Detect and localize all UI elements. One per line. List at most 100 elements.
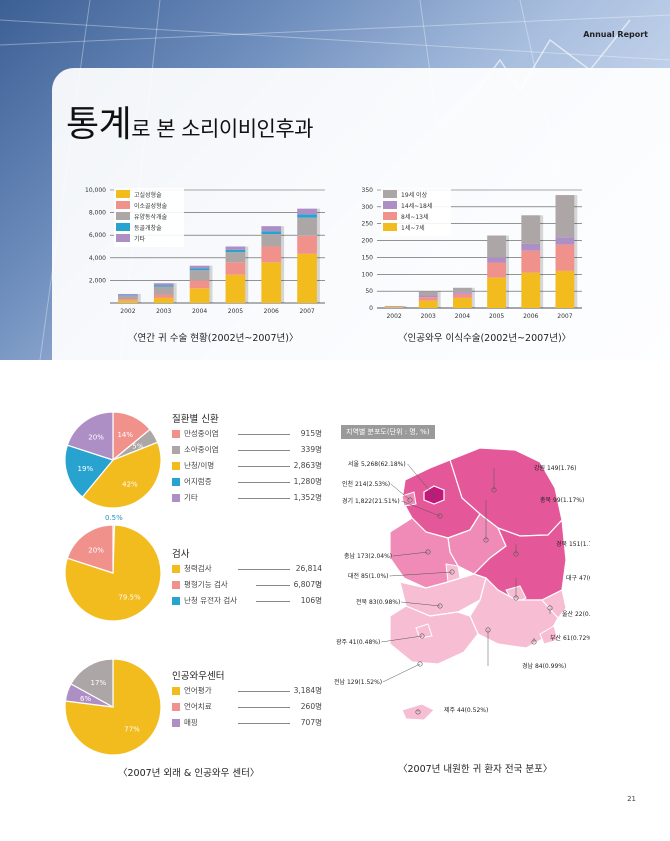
bar-segment: [418, 297, 438, 301]
leader-line: [238, 434, 290, 435]
legend-swatch: [172, 494, 180, 502]
pie-slice-label: 79.5%: [118, 594, 141, 602]
region-label: 전남 129(1.52%): [334, 678, 382, 686]
legend-row: 어지럼증 1,280명: [172, 474, 322, 490]
pie-slice-label: 20%: [88, 547, 104, 555]
legend-swatch: [172, 687, 180, 695]
pie-slice: [70, 658, 114, 709]
legend-swatch: [383, 201, 397, 209]
y-tick-label: 300: [362, 204, 374, 211]
legend-label: 유양동삭개술: [134, 213, 168, 221]
legend-value: 106명: [300, 596, 322, 605]
annual-report-label: Annual Report: [583, 30, 648, 39]
callout-line: [381, 635, 423, 643]
pie-slice: [66, 524, 114, 574]
legend-swatch: [116, 201, 130, 209]
bar-segment: [225, 262, 246, 275]
y-tick-label: 350: [362, 187, 374, 194]
bar-shadow: [471, 287, 475, 308]
new-patients-pie: 14% 5% 42% 19% 20%: [64, 411, 162, 509]
legend-row: 소아중이염 339명: [172, 442, 322, 458]
leader-line: [238, 498, 290, 499]
legend-value: 3,184명: [293, 686, 322, 695]
bar-segment: [189, 270, 210, 281]
x-tick-label: 2005: [228, 308, 243, 315]
region-marker: [425, 549, 431, 555]
new-patients-legend: 만성중이염 915명 소아중이염 339명 난청/이명 2,863명 어지럼증 1,280명 기…: [172, 426, 322, 506]
bar-shadow: [245, 246, 249, 303]
legend-swatch: [116, 223, 130, 231]
bar-segment: [261, 226, 282, 232]
leader-line: [238, 691, 290, 692]
legend-label: 매핑: [184, 718, 198, 727]
bar-segment: [189, 268, 210, 271]
callout-line: [389, 571, 453, 577]
pie-slice: [81, 441, 162, 509]
region-marker: [449, 569, 455, 575]
callout-line: [382, 663, 421, 683]
bar-shadow: [505, 235, 509, 308]
x-tick-label: 2005: [489, 313, 504, 320]
legend-label: 언어치료: [184, 702, 212, 711]
legend-row: 청력검사 26,814명: [172, 561, 322, 589]
bar-segment: [297, 214, 317, 218]
legend-swatch: [172, 446, 180, 454]
bar-segment: [225, 252, 246, 263]
tests-legend: 청력검사 26,814명 평형기능 검사 6,807명 난청 유전자 검사 106명: [172, 561, 322, 609]
legend-row: 언어평가 3,184명: [172, 683, 322, 699]
legend-value: 260명: [300, 702, 322, 711]
leader-line: [238, 707, 290, 708]
legend-label: 청력검사: [184, 564, 212, 573]
legend-label: 이소골성형술: [134, 202, 168, 210]
bar-segment: [118, 293, 138, 296]
legend-row: 만성중이염 915명: [172, 426, 322, 442]
ear-surgery-caption: 〈연간 귀 수술 현황(2002년~2007년)〉: [128, 333, 299, 344]
legend-swatch: [116, 190, 130, 198]
page-title: 통계로 본 소리이비인후과: [66, 95, 313, 147]
bar-segment: [487, 235, 506, 258]
bar-segment: [521, 250, 541, 273]
bar-segment: [118, 295, 138, 296]
region-label: 충남 173(2.04%): [344, 552, 392, 560]
legend-swatch: [172, 581, 180, 589]
region-label: 대구 47(0.55%): [566, 574, 590, 582]
bar-segment: [153, 283, 174, 286]
bar-segment: [384, 307, 404, 308]
leader-line: [238, 723, 290, 724]
y-tick-label: 50: [365, 288, 373, 295]
region-busan: [539, 625, 559, 645]
x-tick-label: 2004: [455, 313, 470, 320]
region-label: 제주 44(0.52%): [444, 706, 488, 714]
region-label: 대전 85(1.0%): [348, 572, 389, 580]
pie-slice: [64, 658, 162, 756]
callout-line: [407, 463, 435, 497]
bar-segment: [521, 272, 541, 308]
legend-value: 1,280명: [293, 477, 322, 486]
y-tick-label: 2,000: [89, 277, 106, 284]
bar-segment: [555, 270, 575, 308]
pie-slice-label: 6%: [80, 695, 91, 703]
region-marker: [513, 595, 519, 601]
legend-row: 평형기능 검사 6,807명: [172, 577, 322, 593]
legend-label: 기타: [134, 235, 146, 243]
legend-row: 기타 1,352명: [172, 490, 322, 506]
bar-segment: [189, 280, 210, 289]
legend-swatch: [383, 212, 397, 220]
bar-shadow: [403, 305, 407, 308]
bar-segment: [418, 295, 438, 298]
y-tick-label: 150: [362, 254, 374, 261]
region-marker: [547, 605, 553, 611]
map-legend-title: 지역별 분포도(단위 : 명, %): [341, 425, 435, 439]
pie-slice-label: 17%: [91, 679, 107, 687]
legend-label: 8세~13세: [401, 213, 429, 221]
tests-pie: 0.5% 79.5% 20%: [64, 514, 162, 622]
y-tick-label: 200: [362, 238, 374, 245]
bar-segment: [297, 253, 317, 303]
legend-value: 707명: [300, 718, 322, 727]
region-marker: [513, 551, 519, 557]
legend-row: 매핑 707명: [172, 715, 322, 731]
bar-segment: [487, 262, 506, 278]
region-label: 전북 83(0.98%): [356, 598, 400, 606]
legend-row: 언어치료 260명: [172, 699, 322, 715]
region-marker: [483, 537, 489, 543]
